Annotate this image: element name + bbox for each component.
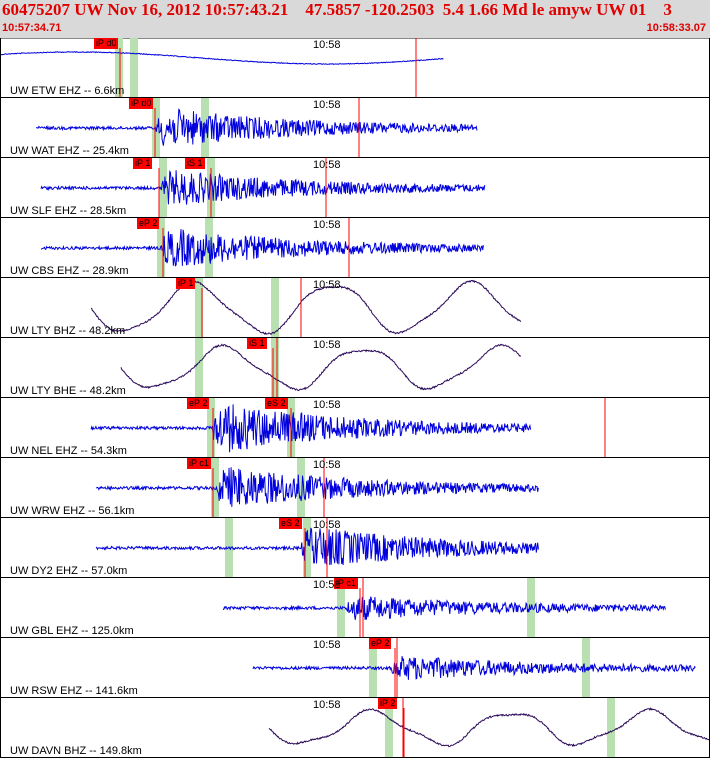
phase-pick-label[interactable]: eS 2 bbox=[265, 398, 288, 409]
waveform-plot[interactable] bbox=[1, 38, 710, 98]
phase-pick-label[interactable]: iP 1 bbox=[176, 278, 196, 289]
phase-pick-label[interactable]: iS 1 bbox=[185, 158, 205, 169]
seismogram-panel[interactable]: iP d0 10:58 UW ETW EHZ -- 6.6km bbox=[0, 38, 710, 98]
seismogram-panel[interactable]: eP 2 10:58 UW CBS EHZ -- 28.9km bbox=[0, 218, 710, 278]
minute-tick-label: 10:58 bbox=[313, 99, 341, 111]
station-label: UW DY2 EHZ -- 57.0km bbox=[10, 565, 128, 577]
station-label: UW LTY BHE -- 48.2km bbox=[10, 385, 126, 397]
waveform-plot[interactable] bbox=[1, 398, 710, 458]
phase-pick-label[interactable]: eP 2 bbox=[137, 218, 160, 229]
pick-window-marker[interactable] bbox=[303, 518, 311, 578]
station-label: UW ETW EHZ -- 6.6km bbox=[10, 85, 125, 97]
station-label: UW WAT EHZ -- 25.4km bbox=[10, 145, 129, 157]
minute-tick-label: 10:58 bbox=[313, 339, 341, 351]
pick-window-marker[interactable] bbox=[271, 278, 279, 338]
pick-window-marker[interactable] bbox=[159, 158, 167, 218]
seismogram-panel[interactable]: iS 1 10:58 UW LTY BHE -- 48.2km bbox=[0, 338, 710, 398]
waveform-trace bbox=[252, 656, 696, 680]
window-start-time: 10:57:34.71 bbox=[2, 22, 62, 34]
waveform-plot[interactable] bbox=[1, 518, 710, 578]
minute-tick-label: 10:58 bbox=[313, 279, 341, 291]
waveform-plot[interactable] bbox=[1, 638, 710, 698]
station-label: UW GBL EHZ -- 125.0km bbox=[10, 625, 134, 637]
waveform-trace bbox=[120, 343, 522, 392]
minute-tick-label: 10:58 bbox=[313, 699, 341, 711]
minute-tick-label: 10:58 bbox=[313, 39, 341, 51]
waveform-trace bbox=[90, 404, 532, 453]
phase-pick-label[interactable]: iP 2 bbox=[378, 698, 398, 709]
seismogram-panel[interactable]: iP 2 10:58 UW DAVN BHZ -- 149.8km bbox=[0, 698, 710, 758]
station-label: UW SLF EHZ -- 28.5km bbox=[10, 205, 127, 217]
phase-pick-label[interactable]: eP 2 bbox=[187, 398, 210, 409]
phase-pick-label[interactable]: iP 1 bbox=[133, 158, 153, 169]
station-label: UW RSW EHZ -- 141.6km bbox=[10, 685, 138, 697]
pick-window-marker[interactable] bbox=[115, 38, 123, 98]
pick-window-marker[interactable] bbox=[607, 698, 615, 758]
seismogram-panel[interactable]: iP d0 10:58 UW WAT EHZ -- 25.4km bbox=[0, 98, 710, 158]
waveform-plot[interactable] bbox=[1, 98, 710, 158]
waveform-trace bbox=[1, 50, 444, 66]
waveform-plot[interactable] bbox=[1, 578, 710, 638]
seismogram-panel[interactable]: eP 2 eS 2 10:58 UW NEL EHZ -- 54.3km bbox=[0, 398, 710, 458]
minute-tick-label: 10:58 bbox=[313, 459, 341, 471]
waveform-trace bbox=[268, 707, 709, 748]
minute-tick-label: 10:58 bbox=[313, 159, 341, 171]
phase-pick-label[interactable]: eP 2 bbox=[369, 638, 392, 649]
pick-window-marker[interactable] bbox=[297, 458, 305, 518]
phase-pick-label[interactable]: iP c1 bbox=[334, 578, 358, 589]
seismogram-panels[interactable]: iP d0 10:58 UW ETW EHZ -- 6.6km iP d0 10:58 U… bbox=[0, 38, 710, 758]
pick-window-marker[interactable] bbox=[130, 38, 138, 98]
phase-pick-label[interactable]: eS 2 bbox=[279, 518, 302, 529]
waveform-trace bbox=[90, 279, 522, 336]
minute-tick-label: 10:58 bbox=[313, 219, 341, 231]
phase-pick-label[interactable]: iP d0 bbox=[94, 38, 119, 49]
waveform-trace bbox=[40, 169, 486, 205]
waveform-plot[interactable] bbox=[1, 158, 710, 218]
waveform-plot[interactable] bbox=[1, 218, 710, 278]
window-end-time: 10:58:33.07 bbox=[646, 22, 706, 34]
pick-window-marker[interactable] bbox=[152, 98, 160, 158]
minute-tick-label: 10:58 bbox=[313, 519, 341, 531]
waveform-plot[interactable] bbox=[1, 458, 710, 518]
minute-tick-label: 10:58 bbox=[313, 639, 341, 651]
waveform-plot[interactable] bbox=[1, 278, 710, 338]
event-title: 60475207 UW Nov 16, 2012 10:57:43.21 47.… bbox=[2, 0, 672, 19]
station-label: UW LTY BHZ -- 48.2km bbox=[10, 325, 126, 337]
station-label: UW CBS EHZ -- 28.9km bbox=[10, 265, 129, 277]
station-label: UW DAVN BHZ -- 149.8km bbox=[10, 745, 142, 757]
waveform-trace bbox=[95, 527, 539, 566]
waveform-trace bbox=[222, 596, 666, 620]
pick-window-marker[interactable] bbox=[385, 698, 393, 758]
waveform-plot[interactable] bbox=[1, 338, 710, 398]
seismogram-panel[interactable]: iP 1 10:58 UW LTY BHZ -- 48.2km bbox=[0, 278, 710, 338]
waveform-trace bbox=[40, 229, 484, 267]
pick-window-marker[interactable] bbox=[271, 338, 279, 398]
minute-tick-label: 10:58 bbox=[313, 399, 341, 411]
waveform-trace bbox=[35, 108, 478, 146]
pick-window-marker[interactable] bbox=[211, 458, 219, 518]
station-label: UW NEL EHZ -- 54.3km bbox=[10, 445, 127, 457]
waveform-plot[interactable] bbox=[1, 698, 710, 758]
phase-pick-label[interactable]: iS 1 bbox=[247, 338, 267, 349]
pick-window-marker[interactable] bbox=[195, 278, 203, 338]
phase-pick-label[interactable]: iP c1 bbox=[187, 458, 211, 469]
event-header: 60475207 UW Nov 16, 2012 10:57:43.21 47.… bbox=[0, 0, 710, 39]
seismogram-panel[interactable]: iP 1 iS 1 10:58 UW SLF EHZ -- 28.5km bbox=[0, 158, 710, 218]
phase-pick-label[interactable]: iP d0 bbox=[129, 98, 154, 109]
seismogram-panel[interactable]: eS 2 10:58 UW DY2 EHZ -- 57.0km bbox=[0, 518, 710, 578]
pick-window-marker[interactable] bbox=[195, 338, 203, 398]
station-label: UW WRW EHZ -- 56.1km bbox=[10, 505, 135, 517]
seismogram-panel[interactable]: iP c1 10:58 UW GBL EHZ -- 125.0km bbox=[0, 578, 710, 638]
minute-tick-label: 10:58 bbox=[313, 579, 341, 591]
seismogram-panel[interactable]: iP c1 10:58 UW WRW EHZ -- 56.1km bbox=[0, 458, 710, 518]
seismogram-panel[interactable]: eP 2 10:58 UW RSW EHZ -- 141.6km bbox=[0, 638, 710, 698]
pick-window-marker[interactable] bbox=[157, 218, 165, 278]
waveform-trace bbox=[95, 467, 539, 507]
